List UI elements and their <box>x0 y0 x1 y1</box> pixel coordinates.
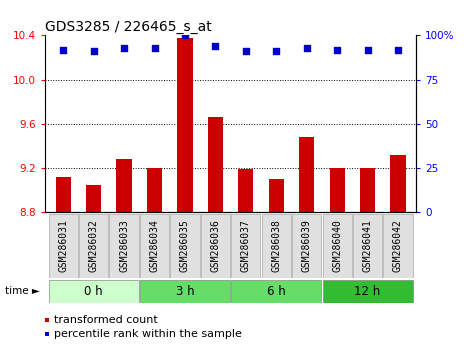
Point <box>272 48 280 54</box>
Bar <box>353 214 382 278</box>
Point <box>90 48 97 54</box>
Bar <box>116 159 131 212</box>
Text: GSM286039: GSM286039 <box>302 219 312 273</box>
Text: 3 h: 3 h <box>175 285 194 298</box>
Text: GSM286040: GSM286040 <box>332 219 342 273</box>
Bar <box>231 214 261 278</box>
Text: time ►: time ► <box>5 286 40 296</box>
Text: GDS3285 / 226465_s_at: GDS3285 / 226465_s_at <box>45 21 212 34</box>
Bar <box>49 280 139 303</box>
Bar <box>384 214 412 278</box>
Text: GSM286032: GSM286032 <box>88 219 99 273</box>
Text: 12 h: 12 h <box>354 285 381 298</box>
Text: GSM286034: GSM286034 <box>149 219 159 273</box>
Text: 6 h: 6 h <box>267 285 286 298</box>
Point <box>151 45 158 51</box>
Text: GSM286036: GSM286036 <box>210 219 220 273</box>
Bar <box>292 214 321 278</box>
Bar <box>170 214 200 278</box>
Bar <box>238 169 254 212</box>
Bar <box>323 214 352 278</box>
Bar <box>208 117 223 212</box>
Bar <box>360 168 375 212</box>
Point <box>60 47 67 52</box>
Bar <box>177 38 193 212</box>
Bar <box>86 185 101 212</box>
Text: percentile rank within the sample: percentile rank within the sample <box>54 329 242 339</box>
Bar <box>390 155 405 212</box>
Point <box>364 47 371 52</box>
Text: GSM286033: GSM286033 <box>119 219 129 273</box>
Point <box>242 48 250 54</box>
Point <box>181 33 189 38</box>
Text: GSM286042: GSM286042 <box>393 219 403 273</box>
Bar <box>262 214 291 278</box>
Bar <box>147 168 162 212</box>
Bar <box>299 137 314 212</box>
Bar <box>201 214 230 278</box>
Point <box>333 47 341 52</box>
Bar <box>231 280 321 303</box>
Point <box>303 45 310 51</box>
Bar <box>49 214 78 278</box>
Bar <box>269 179 284 212</box>
Text: transformed count: transformed count <box>54 315 158 325</box>
Text: 0 h: 0 h <box>84 285 103 298</box>
Text: GSM286031: GSM286031 <box>58 219 68 273</box>
Text: GSM286037: GSM286037 <box>241 219 251 273</box>
Text: GSM286035: GSM286035 <box>180 219 190 273</box>
Text: GSM286041: GSM286041 <box>362 219 373 273</box>
Bar <box>330 168 345 212</box>
Text: GSM286038: GSM286038 <box>271 219 281 273</box>
Bar <box>56 177 71 212</box>
Bar <box>140 280 230 303</box>
Point <box>394 47 402 52</box>
Point <box>211 43 219 49</box>
Bar <box>323 280 412 303</box>
Bar <box>79 214 108 278</box>
Bar <box>109 214 139 278</box>
Point <box>120 45 128 51</box>
Bar <box>140 214 169 278</box>
